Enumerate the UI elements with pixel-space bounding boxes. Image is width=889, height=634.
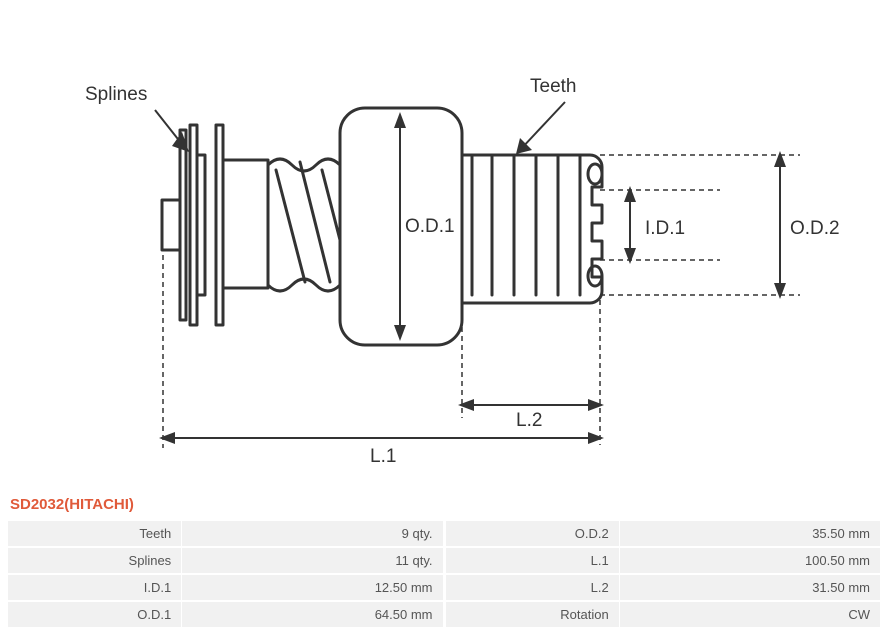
spec-value: 12.50 mm	[182, 575, 443, 600]
spec-label: O.D.2	[446, 521, 620, 546]
table-row: L.1100.50 mm	[446, 548, 882, 573]
label-l1: L.1	[370, 446, 396, 467]
label-od2: O.D.2	[790, 218, 840, 239]
spec-label: Splines	[8, 548, 182, 573]
spec-table-left: Teeth9 qty.Splines11 qty.I.D.112.50 mmO.…	[8, 519, 444, 629]
table-row: O.D.164.50 mm	[8, 602, 444, 627]
table-row: O.D.235.50 mm	[446, 521, 882, 546]
spec-label: L.1	[446, 548, 620, 573]
spec-table-right: O.D.235.50 mmL.1100.50 mmL.231.50 mmRota…	[446, 519, 882, 629]
spec-label: I.D.1	[8, 575, 182, 600]
table-row: Teeth9 qty.	[8, 521, 444, 546]
table-row: Splines11 qty.	[8, 548, 444, 573]
spec-label: Teeth	[8, 521, 182, 546]
spec-value: 100.50 mm	[620, 548, 881, 573]
table-row: I.D.112.50 mm	[8, 575, 444, 600]
spec-label: Rotation	[446, 602, 620, 627]
technical-drawing: Splines Teeth O.D.1 I.D.1 O.D.2 L.2 L.1	[0, 0, 889, 490]
label-id1: I.D.1	[645, 218, 685, 239]
spec-label: L.2	[446, 575, 620, 600]
diagram-area: Splines Teeth O.D.1 I.D.1 O.D.2 L.2 L.1	[0, 0, 889, 490]
spec-value: 64.50 mm	[182, 602, 443, 627]
spec-label: O.D.1	[8, 602, 182, 627]
table-row: L.231.50 mm	[446, 575, 882, 600]
part-title: SD2032(HITACHI)	[0, 496, 889, 513]
label-od1: O.D.1	[405, 216, 455, 237]
label-l2: L.2	[516, 410, 542, 431]
spec-tables: Teeth9 qty.Splines11 qty.I.D.112.50 mmO.…	[0, 519, 889, 629]
spec-value: 9 qty.	[182, 521, 443, 546]
table-row: RotationCW	[446, 602, 882, 627]
label-splines: Splines	[85, 84, 147, 105]
spec-value: 11 qty.	[182, 548, 443, 573]
spec-value: 35.50 mm	[620, 521, 881, 546]
spec-value: 31.50 mm	[620, 575, 881, 600]
spec-value: CW	[620, 602, 881, 627]
label-teeth: Teeth	[530, 76, 576, 97]
